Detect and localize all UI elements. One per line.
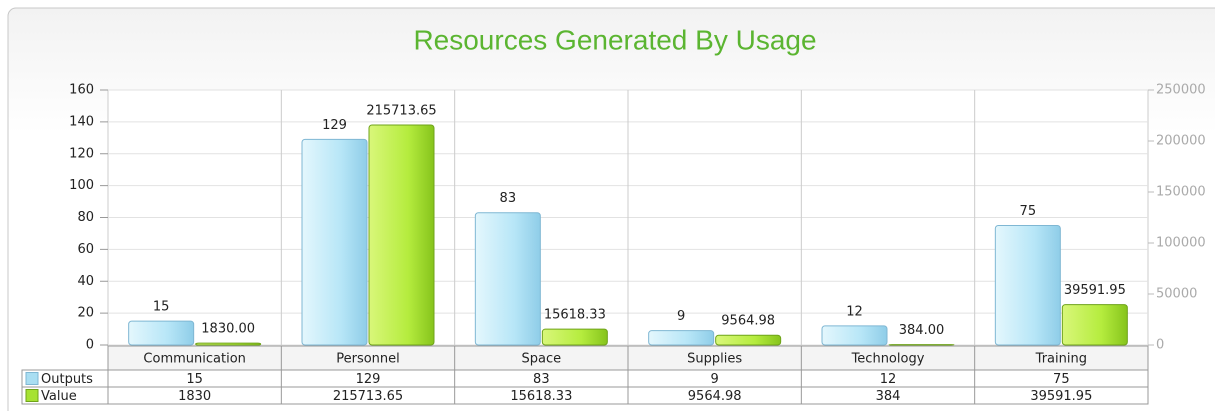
bar [129,321,194,345]
bar [475,213,540,345]
table-cell: 75 [1053,372,1070,387]
y-tick-label: 100 [69,178,94,193]
data-label: 15 [153,300,170,315]
table-cell: 384 [876,389,901,404]
bar [995,225,1060,345]
table-cell: 15618.33 [510,389,572,404]
x-tick-label: Technology [851,352,925,367]
x-tick-label: Communication [143,352,245,367]
legend-label: Outputs [41,372,93,387]
bar [542,329,607,345]
y2-tick-label: 50000 [1156,287,1197,302]
table-cell: 39591.95 [1030,389,1092,404]
data-label: 9 [677,309,685,324]
bar [196,343,261,345]
bar [716,335,781,345]
legend-label: Value [41,389,77,404]
table-cell: 12 [880,372,897,387]
bar [649,331,714,345]
table-cell: 9564.98 [688,389,742,404]
y2-tick-label: 250000 [1156,83,1206,98]
table-cell: 9 [711,372,719,387]
bar [1062,305,1127,345]
y2-tick-label: 150000 [1156,185,1206,200]
data-label: 39591.95 [1064,283,1126,298]
data-label: 15618.33 [544,308,606,323]
x-tick-label: Personnel [336,352,400,367]
table-cell: 15 [186,372,203,387]
y-tick-label: 60 [77,242,94,257]
data-label: 384.00 [899,323,945,338]
data-label: 215713.65 [366,103,436,118]
x-tick-label: Training [1035,352,1087,367]
bar [822,326,887,345]
data-label: 129 [322,118,347,133]
table-cell: 1830 [178,389,211,404]
table-cell: 215713.65 [333,389,403,404]
x-tick-label: Supplies [687,352,742,367]
legend-swatch [26,373,38,385]
y-tick-label: 120 [69,146,94,161]
data-label: 12 [846,304,863,319]
y2-tick-label: 100000 [1156,236,1206,251]
table-cell: 83 [533,372,550,387]
y-tick-label: 80 [77,210,94,225]
data-label: 83 [500,191,517,206]
bar [302,139,367,345]
data-label: 75 [1020,204,1037,219]
x-tick-label: Space [522,352,562,367]
table-cell: 129 [356,372,381,387]
data-label: 1830.00 [201,322,255,337]
y2-tick-label: 200000 [1156,134,1206,149]
chart-title: Resources Generated By Usage [413,24,816,55]
y2-tick-label: 0 [1156,338,1164,353]
y-tick-label: 20 [77,306,94,321]
y-tick-label: 0 [86,338,94,353]
legend-swatch [26,390,38,402]
y-tick-label: 40 [77,274,94,289]
bar [369,125,434,345]
y-tick-label: 160 [69,83,94,98]
y-tick-label: 140 [69,114,94,129]
data-label: 9564.98 [721,314,775,329]
